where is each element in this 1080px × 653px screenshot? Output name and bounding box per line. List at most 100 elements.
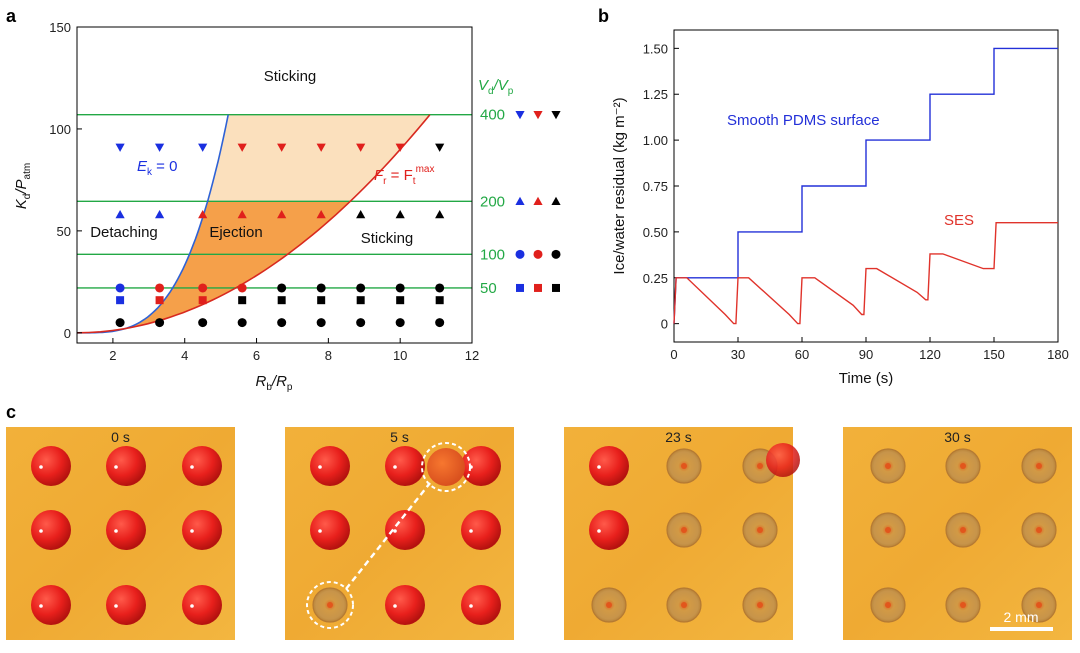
marker-row0-col8 bbox=[435, 143, 445, 152]
region-detaching: Detaching bbox=[90, 224, 158, 241]
droplet-full bbox=[589, 446, 629, 486]
marker-row4-col5 bbox=[316, 318, 326, 328]
legend-marker-50-red bbox=[534, 283, 542, 292]
marker-row2-col4 bbox=[277, 283, 287, 293]
vd-vp-value-50: 50 bbox=[480, 280, 497, 297]
droplet-highlight bbox=[39, 604, 43, 608]
y-tick-label-b-0: 0 bbox=[661, 317, 668, 332]
droplet-full bbox=[461, 510, 501, 550]
departing-droplet bbox=[766, 443, 800, 477]
droplet-highlight bbox=[190, 529, 194, 533]
photo-time-label: 5 s bbox=[390, 429, 409, 445]
marker-row3-col8 bbox=[435, 296, 444, 305]
residue-center bbox=[757, 463, 763, 469]
legend-marker-200-blue bbox=[515, 196, 525, 205]
legend-marker-100-blue bbox=[515, 249, 525, 259]
droplet-highlight bbox=[393, 529, 397, 533]
residue-center bbox=[960, 463, 966, 469]
x-tick-label-b-60: 60 bbox=[795, 347, 809, 362]
marker-row1-col6 bbox=[356, 209, 366, 219]
panel-b-axes: 0 30 60 90 120 150 180 0 0.25 0.50 0.75 1.00 1.25 1.5… bbox=[643, 41, 1069, 362]
marker-row2-col2 bbox=[198, 283, 208, 293]
ek-curve-label: Ek = 0 bbox=[137, 158, 177, 178]
y-tick-label-b-0.50: 0.50 bbox=[643, 225, 668, 240]
residue-center bbox=[885, 463, 891, 469]
marker-row3-col2 bbox=[198, 296, 207, 305]
panel-b-chart: 0 30 60 90 120 150 180 0 0.25 0.50 0.75 1.00 1.25 1.5… bbox=[611, 29, 1069, 387]
marker-row2-col0 bbox=[115, 283, 125, 293]
droplet-full bbox=[310, 510, 350, 550]
residue-center bbox=[960, 527, 966, 533]
marker-row0-col7 bbox=[395, 143, 405, 152]
marker-row3-col4 bbox=[277, 296, 286, 305]
residue-center bbox=[327, 602, 333, 608]
residue-center bbox=[681, 602, 687, 608]
x-tick-label-b-120: 120 bbox=[919, 347, 941, 362]
photo-time-label: 30 s bbox=[944, 429, 970, 445]
marker-row4-col0 bbox=[115, 318, 125, 328]
marker-row0-col5 bbox=[316, 143, 326, 152]
legend-marker-400-blue bbox=[515, 110, 525, 120]
x-tick-label-b-90: 90 bbox=[859, 347, 873, 362]
droplet-full bbox=[461, 585, 501, 625]
marker-row1-col8 bbox=[435, 209, 445, 219]
y-tick-label-b-1.00: 1.00 bbox=[643, 133, 668, 148]
fr-curve-label: Fr = Ftmax bbox=[374, 164, 434, 187]
y-tick-label-b-1.50: 1.50 bbox=[643, 41, 668, 56]
marker-row0-col2 bbox=[198, 143, 208, 152]
y-axis-label-a: Kd/Patm bbox=[13, 163, 33, 209]
marker-row2-col3 bbox=[237, 283, 247, 293]
scale-bar bbox=[990, 627, 1053, 631]
marker-row4-col6 bbox=[356, 318, 366, 328]
vd-vp-header: Vd/Vp bbox=[478, 77, 514, 97]
marker-row2-col6 bbox=[356, 283, 366, 293]
vd-vp-value-200: 200 bbox=[480, 193, 505, 210]
residue-center bbox=[681, 527, 687, 533]
droplet-highlight bbox=[469, 529, 473, 533]
droplet-full bbox=[589, 510, 629, 550]
vd-vp-value-400: 400 bbox=[480, 107, 505, 124]
marker-row1-col7 bbox=[395, 209, 405, 219]
residue-center bbox=[1036, 527, 1042, 533]
legend-marker-50-black bbox=[552, 283, 560, 292]
panel-letter-b: b bbox=[598, 6, 609, 26]
vd-vp-lines: 400 200 100 50 bbox=[77, 107, 561, 297]
photo-sequence: 0 s 5 s 23 s 30 s 2 mm bbox=[6, 427, 1072, 640]
droplet-highlight bbox=[469, 604, 473, 608]
phase-markers bbox=[115, 143, 445, 328]
droplet-highlight bbox=[114, 465, 118, 469]
x-tick-label-a-8: 8 bbox=[325, 348, 332, 363]
series-line-ses bbox=[673, 222, 1058, 325]
legend-marker-400-black bbox=[551, 110, 561, 120]
residue-center bbox=[1036, 463, 1042, 469]
x-axis-label-b: Time (s) bbox=[839, 370, 893, 387]
x-tick-label-b-180: 180 bbox=[1047, 347, 1069, 362]
droplet-full bbox=[385, 446, 425, 486]
droplet-highlight bbox=[597, 465, 601, 469]
droplet-full bbox=[385, 510, 425, 550]
ejected-droplet-outline bbox=[421, 442, 471, 492]
x-tick-label-b-0: 0 bbox=[670, 347, 677, 362]
residue-center bbox=[1036, 602, 1042, 608]
marker-row1-col2 bbox=[198, 209, 208, 219]
y-tick-label-b-0.25: 0.25 bbox=[643, 271, 668, 286]
residue-center bbox=[885, 527, 891, 533]
region-sticking-right: Sticking bbox=[361, 230, 414, 247]
marker-row1-col0 bbox=[115, 209, 125, 219]
marker-row3-col0 bbox=[116, 296, 125, 305]
residue-center bbox=[885, 602, 891, 608]
x-tick-label-a-6: 6 bbox=[253, 348, 260, 363]
legend-marker-50-blue bbox=[516, 283, 524, 292]
fr-ft-max-curve bbox=[76, 114, 431, 334]
ejection-region-fill bbox=[77, 201, 351, 333]
x-tick-label-b-30: 30 bbox=[731, 347, 745, 362]
droplet-highlight bbox=[393, 604, 397, 608]
marker-row4-col3 bbox=[237, 318, 247, 328]
marker-row3-col5 bbox=[317, 296, 326, 305]
y-axis-label-b: Ice/water residual (kg m⁻²) bbox=[611, 97, 628, 274]
photo-time-label: 0 s bbox=[111, 429, 130, 445]
photo-time-label: 23 s bbox=[665, 429, 691, 445]
x-tick-label-b-150: 150 bbox=[983, 347, 1005, 362]
droplet-highlight bbox=[114, 604, 118, 608]
